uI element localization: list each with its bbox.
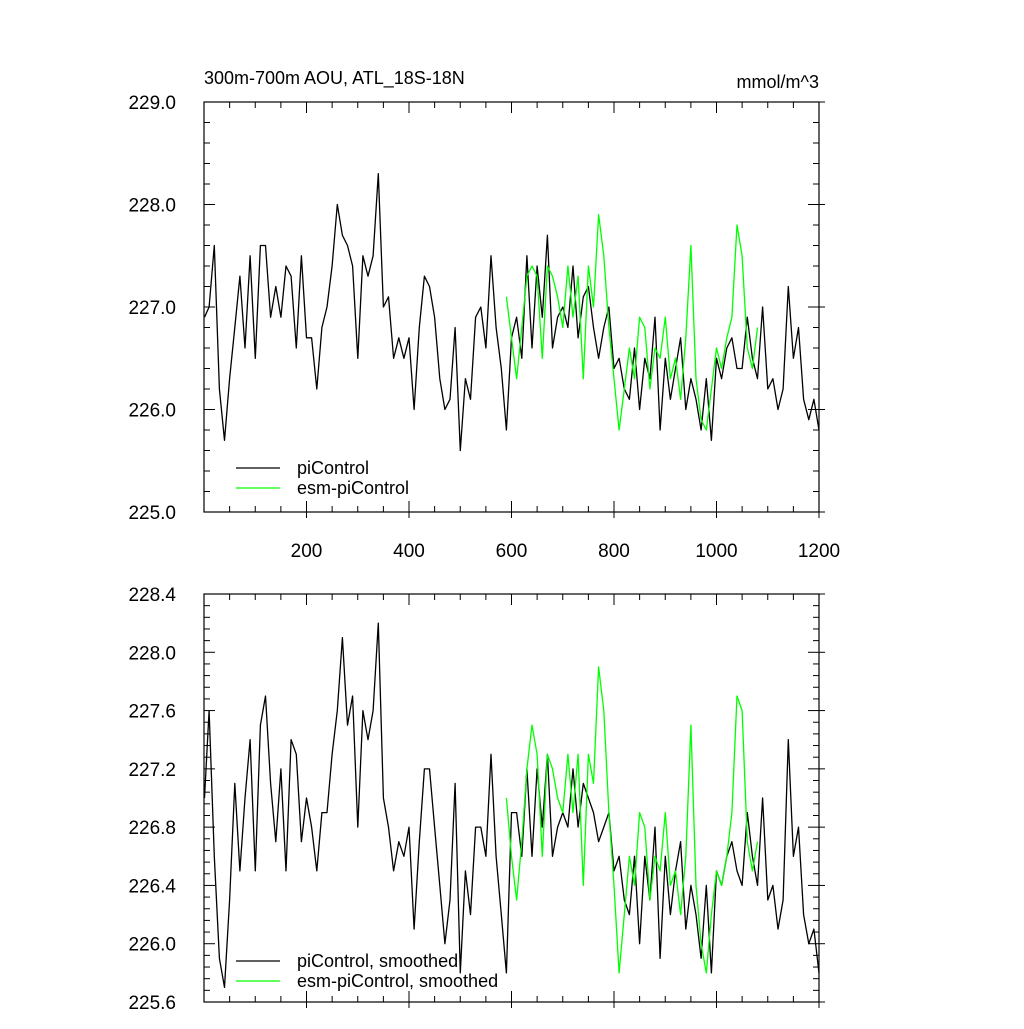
y-tick-label: 225.6	[128, 993, 176, 1014]
y-tick-label: 227.2	[128, 760, 176, 781]
legend-label: esm-piControl, smoothed	[297, 971, 498, 991]
x-tick-label: 800	[598, 541, 630, 562]
top-plot-marks: 200 400 600 800 1000 1200 225.0 226.0 227.0 228.0…	[128, 93, 840, 562]
y-tick-label: 227.0	[128, 298, 176, 319]
legend-label: piControl, smoothed	[297, 951, 458, 971]
top-panel: 300m-700m AOU, ATL_18S-18N mmol/m^3 200 4…	[128, 68, 840, 562]
legend-label: esm-piControl	[297, 478, 409, 498]
chart-title: 300m-700m AOU, ATL_18S-18N	[204, 68, 465, 89]
y-tick-label: 226.0	[128, 401, 176, 422]
plot-frame	[203, 101, 820, 513]
y-tick-label: 226.0	[128, 935, 176, 956]
y-tick-label: 228.4	[128, 585, 176, 606]
series-line	[203, 173, 820, 452]
x-tick-label: 1000	[695, 541, 737, 562]
x-tick-label: 400	[393, 541, 425, 562]
series-line	[505, 666, 759, 974]
y-tick-label: 225.0	[128, 503, 176, 524]
legend-label: piControl	[297, 458, 369, 478]
x-tick-label: 200	[291, 541, 323, 562]
bottom-panel: 225.6 226.0 226.4 226.8 227.2 227.6 228.0 228.4…	[128, 585, 825, 1014]
x-tick-label: 600	[496, 541, 528, 562]
series-line	[203, 622, 820, 989]
plot-frame	[203, 593, 820, 1003]
y-tick-label: 227.6	[128, 702, 176, 723]
y-tick-label: 229.0	[128, 93, 176, 114]
x-tick-label: 1200	[798, 541, 840, 562]
y-tick-label: 228.0	[128, 643, 176, 664]
y-tick-label: 226.4	[128, 876, 176, 897]
units-label: mmol/m^3	[737, 72, 819, 92]
y-tick-label: 228.0	[128, 196, 176, 217]
y-tick-label: 226.8	[128, 818, 176, 839]
bottom-plot-marks: 225.6 226.0 226.4 226.8 227.2 227.6 228.0 228.4…	[128, 585, 825, 1014]
series-line	[505, 214, 759, 431]
